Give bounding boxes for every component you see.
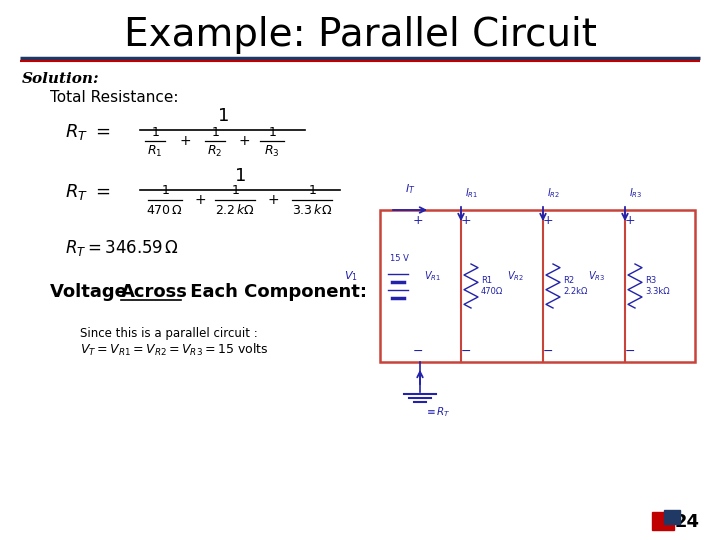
Text: $+$: $+$ xyxy=(179,134,191,148)
Text: Example: Parallel Circuit: Example: Parallel Circuit xyxy=(124,16,596,54)
Text: $+$: $+$ xyxy=(238,134,250,148)
Text: $R_T\ =$: $R_T\ =$ xyxy=(65,182,110,202)
Text: $I_{R3}$: $I_{R3}$ xyxy=(629,186,642,200)
Text: $-$: $-$ xyxy=(624,343,636,356)
Text: +: + xyxy=(625,213,635,226)
Text: $V_{R3}$: $V_{R3}$ xyxy=(588,269,606,283)
Text: $V_1$: $V_1$ xyxy=(344,269,358,283)
Text: Solution:: Solution: xyxy=(22,72,99,86)
Bar xyxy=(652,512,674,530)
Text: $-$: $-$ xyxy=(460,343,472,356)
Text: $1$: $1$ xyxy=(268,125,276,138)
Text: $1$: $1$ xyxy=(230,185,239,198)
Text: Total Resistance:: Total Resistance: xyxy=(50,91,179,105)
Text: $I_{R2}$: $I_{R2}$ xyxy=(547,186,560,200)
Text: $-$: $-$ xyxy=(413,343,423,356)
Bar xyxy=(664,510,680,524)
Text: 24: 24 xyxy=(675,513,700,531)
Text: $I_{R1}$: $I_{R1}$ xyxy=(465,186,478,200)
Text: R2
2.2kΩ: R2 2.2kΩ xyxy=(563,276,588,296)
Text: $1$: $1$ xyxy=(307,185,316,198)
Text: +: + xyxy=(461,213,472,226)
Text: Across: Across xyxy=(121,283,188,301)
Bar xyxy=(380,210,695,362)
Text: R3
3.3kΩ: R3 3.3kΩ xyxy=(645,276,670,296)
Text: $V_T = V_{R1} = V_{R2} = V_{R3} = 15\ \mathrm{volts}$: $V_T = V_{R1} = V_{R2} = V_{R3} = 15\ \m… xyxy=(80,342,269,358)
Text: $1$: $1$ xyxy=(217,107,228,125)
Text: $\equiv R_T$: $\equiv R_T$ xyxy=(424,405,451,419)
Text: $1$: $1$ xyxy=(150,125,159,138)
Text: $R_T = 346.59\,\Omega$: $R_T = 346.59\,\Omega$ xyxy=(65,238,179,258)
Text: $R_3$: $R_3$ xyxy=(264,144,280,159)
Text: Each Component:: Each Component: xyxy=(184,283,367,301)
Text: $470\,\Omega$: $470\,\Omega$ xyxy=(146,204,184,217)
Text: $R_T\ =$: $R_T\ =$ xyxy=(65,122,110,142)
Text: $2.2\,k\Omega$: $2.2\,k\Omega$ xyxy=(215,203,255,217)
Text: $+$: $+$ xyxy=(194,193,206,207)
Text: $1$: $1$ xyxy=(234,167,246,185)
Text: Voltage: Voltage xyxy=(50,283,133,301)
Text: $3.3\,k\Omega$: $3.3\,k\Omega$ xyxy=(292,203,332,217)
Text: $-$: $-$ xyxy=(542,343,554,356)
Text: $+$: $+$ xyxy=(267,193,279,207)
Text: $V_{R2}$: $V_{R2}$ xyxy=(507,269,523,283)
Text: $1$: $1$ xyxy=(161,185,169,198)
Text: +: + xyxy=(413,213,423,226)
Text: Since this is a parallel circuit :: Since this is a parallel circuit : xyxy=(80,327,258,340)
Text: $I_T$: $I_T$ xyxy=(405,182,415,196)
Text: 15 V: 15 V xyxy=(390,254,408,263)
Text: R1
470Ω: R1 470Ω xyxy=(481,276,503,296)
Text: $1$: $1$ xyxy=(211,125,220,138)
Text: $R_1$: $R_1$ xyxy=(148,144,163,159)
Text: $R_2$: $R_2$ xyxy=(207,144,222,159)
Text: +: + xyxy=(543,213,553,226)
Text: $V_{R1}$: $V_{R1}$ xyxy=(425,269,441,283)
